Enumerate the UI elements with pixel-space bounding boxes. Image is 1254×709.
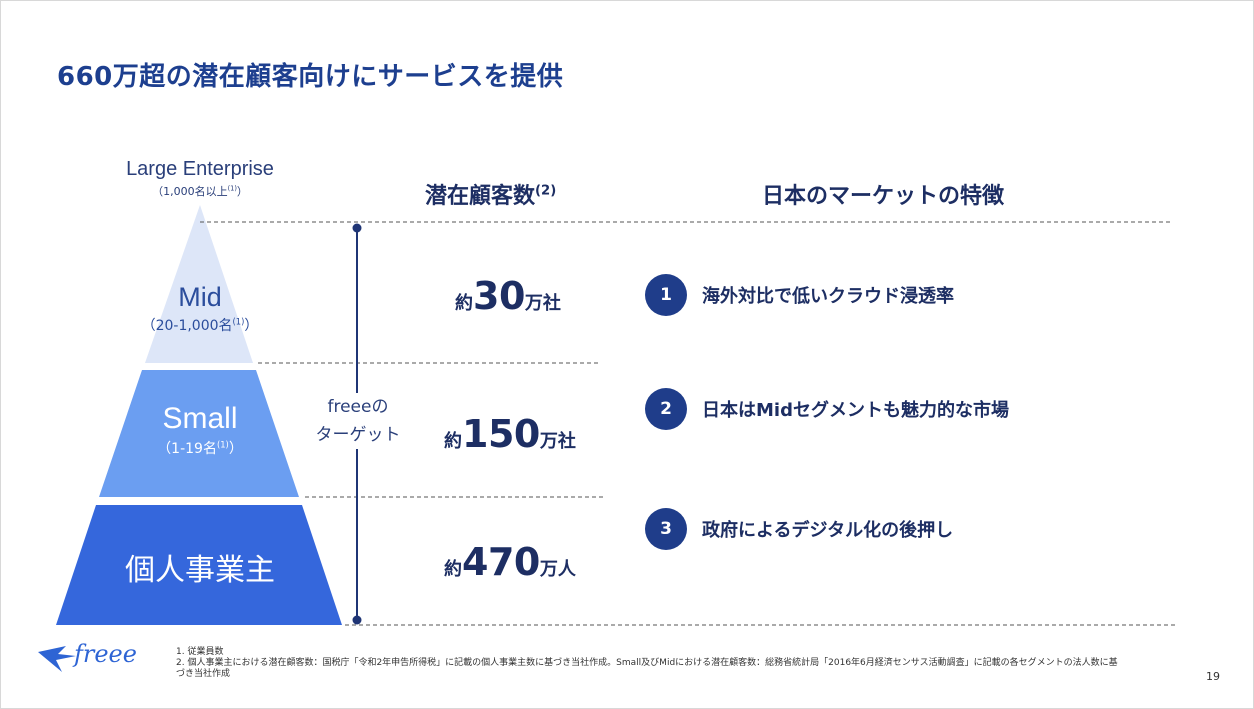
- large-enterprise-title: Large Enterprise: [126, 158, 274, 180]
- feature-number-badge: 3: [645, 508, 687, 550]
- page-title: 660万超の潜在顧客向けにサービスを提供: [57, 62, 564, 92]
- page-number: 19: [1206, 670, 1220, 683]
- target-label: freeeの ターゲット: [303, 393, 413, 449]
- target-line1: freeeの: [327, 397, 389, 417]
- large-enterprise-label: Large Enterprise （1,000名以上(1)）: [100, 158, 300, 199]
- feature-item: 2 日本はMidセグメントも魅力的な市場: [645, 388, 1009, 430]
- kojin-label: 個人事業主: [125, 553, 275, 588]
- footnote-2-cont: づき当社作成: [176, 669, 231, 679]
- target-range-top-dot: [352, 223, 362, 233]
- small-label: Small （1-19名(1)）: [120, 402, 280, 458]
- mid-tier: [145, 205, 253, 363]
- kojin-tier: [56, 505, 342, 625]
- feature-number-badge: 1: [645, 274, 687, 316]
- target-line2: ターゲット: [315, 425, 401, 445]
- feature-item: 1 海外対比で低いクラウド浸透率: [645, 274, 954, 316]
- target-range-bottom-dot: [352, 615, 362, 625]
- small-title: Small: [162, 402, 238, 435]
- count-mid: 約30万社: [455, 274, 561, 318]
- bird-icon: freee: [38, 640, 137, 672]
- market-header: 日本のマーケットの特徴: [762, 184, 1005, 209]
- count-kojin: 約470万人: [444, 540, 576, 584]
- large-enterprise-sub: （1,000名以上(1)）: [152, 184, 248, 198]
- svg-text:freee: freee: [72, 640, 137, 668]
- mid-label: Mid （20-1,000名(1)）: [120, 282, 280, 335]
- freee-logo: freee: [36, 632, 166, 680]
- feature-number-badge: 2: [645, 388, 687, 430]
- footnotes: 1. 従業員数 2. 個人事業主における潜在顧客数：国税庁「令和2年申告所得税」…: [176, 647, 1118, 680]
- footnote-1: 1. 従業員数: [176, 647, 224, 657]
- feature-text: 日本はMidセグメントも魅力的な市場: [702, 400, 1009, 421]
- feature-item: 3 政府によるデジタル化の後押し: [645, 508, 953, 550]
- feature-text: 政府によるデジタル化の後押し: [702, 520, 954, 541]
- count-small: 約150万社: [444, 412, 576, 456]
- small-sub: （1-19名(1)）: [157, 439, 243, 457]
- small-tier: [99, 370, 299, 497]
- feature-text: 海外対比で低いクラウド浸透率: [702, 286, 954, 307]
- customers-header: 潜在顧客数(2): [425, 183, 557, 209]
- mid-title: Mid: [178, 282, 222, 312]
- mid-sub: （20-1,000名(1)）: [141, 316, 259, 334]
- footnote-2: 2. 個人事業主における潜在顧客数：国税庁「令和2年申告所得税」に記載の個人事業…: [176, 658, 1118, 668]
